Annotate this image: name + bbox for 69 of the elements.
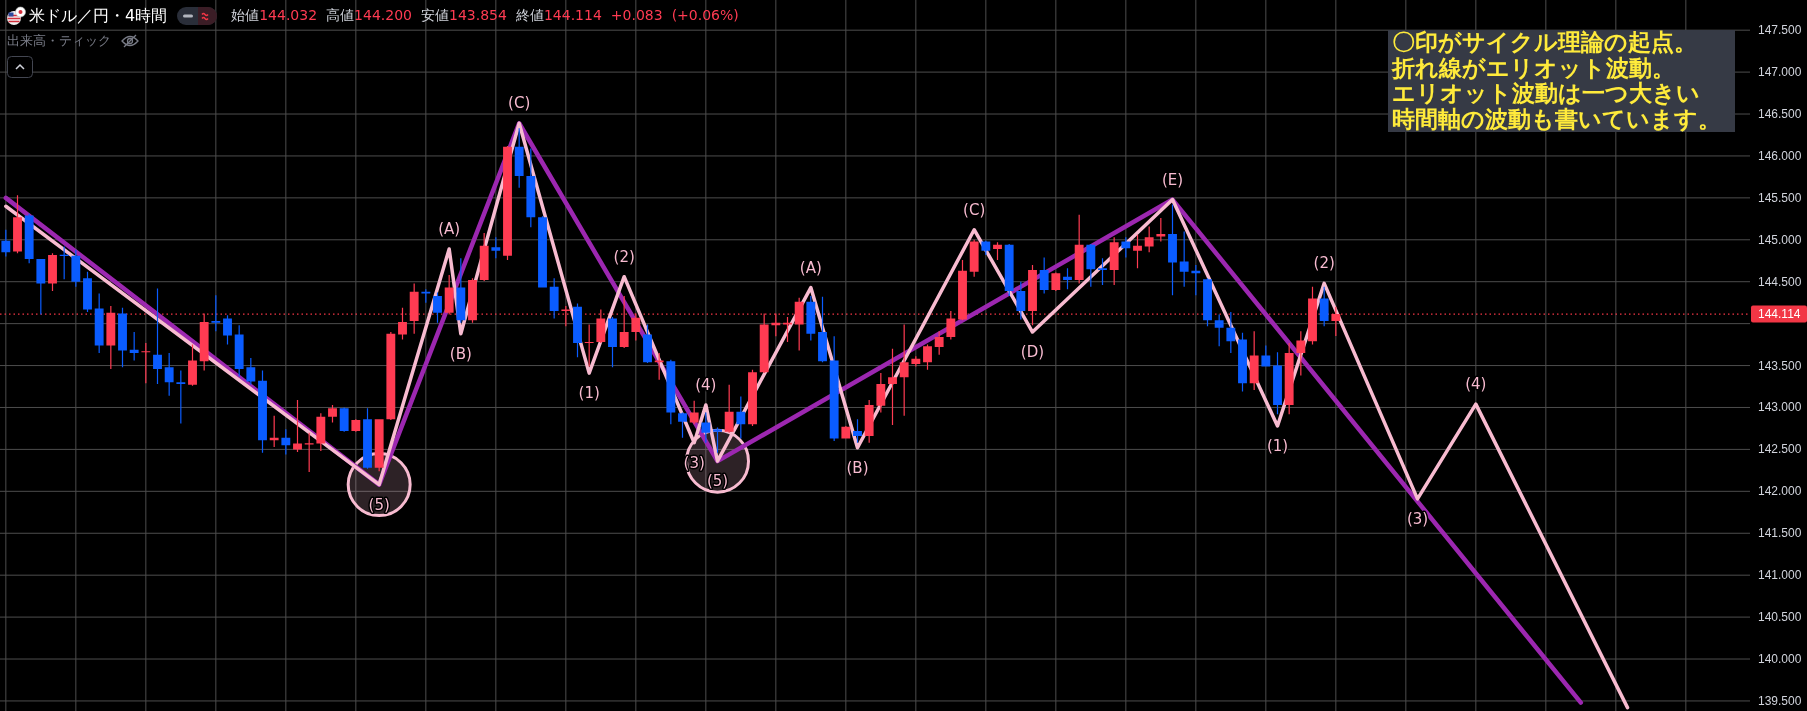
annotation: (2) (1313, 254, 1335, 273)
annotation: (D) (1020, 343, 1045, 362)
candlestick (351, 419, 361, 432)
candlestick (1051, 272, 1061, 291)
annotation: 〇印がサイクル理論の起点。折れ線がエリオット波動。エリオット波動は一つ大きい時間軸の波動も書いています。 (1388, 29, 1735, 132)
y-tick-label: 143.500 (1758, 358, 1802, 373)
annotation: 出来高・ティック (7, 32, 111, 50)
chart-title: 米ドル／円・4時間 (29, 5, 168, 27)
candlestick (981, 240, 991, 255)
candlestick (969, 239, 979, 277)
candlestick (24, 213, 34, 264)
candlestick (398, 307, 407, 340)
annotation: (B) (846, 458, 869, 477)
candlestick (1214, 314, 1224, 347)
candlestick (211, 295, 221, 332)
annotation: (1) (1266, 436, 1289, 455)
candlestick (666, 359, 676, 425)
candlestick (1098, 258, 1107, 286)
candlestick (491, 237, 501, 259)
y-tick-label: 146.000 (1758, 148, 1802, 163)
candlestick (1308, 286, 1317, 345)
text: 始値144.032 高値144.200 安値143.854 終値144.114 +0.083 (+0.06%) (231, 7, 739, 23)
candlestick (316, 413, 326, 452)
candlestick (1121, 237, 1131, 258)
annotation: (5) (706, 472, 729, 491)
y-tick-label: 139.500 (1758, 693, 1802, 708)
y-tick-label: 142.500 (1758, 442, 1802, 457)
candlestick (538, 216, 547, 288)
y-tick-label: 147.500 (1758, 23, 1802, 38)
annotation: (C) (963, 200, 986, 219)
annotation: (E) (1161, 170, 1184, 189)
candlestick (561, 306, 571, 327)
candlestick (1109, 237, 1119, 286)
candlestick (433, 292, 442, 323)
y-tick-label: 145.500 (1758, 190, 1802, 205)
y-tick-label: 141.500 (1758, 526, 1802, 541)
candlestick (363, 408, 372, 469)
candlestick (1296, 331, 1306, 376)
annotation: (A) (438, 220, 461, 239)
candlestick (13, 195, 22, 254)
candlestick (1144, 226, 1154, 253)
annotation: (B) (449, 344, 472, 363)
y-tick-label: 147.000 (1758, 65, 1802, 80)
annotation: (A) (799, 258, 822, 277)
candlestick (304, 432, 314, 473)
annotation: (2) (613, 247, 635, 266)
annotation: (4) (695, 375, 717, 394)
y-tick-label: 145.000 (1758, 232, 1802, 247)
y-tick-label: 143.000 (1758, 400, 1802, 415)
y-tick-label: 146.500 (1758, 107, 1802, 122)
y-tick-label: 141.000 (1758, 568, 1802, 583)
candlestick (678, 412, 687, 438)
annotation: (5) (368, 495, 390, 514)
y-tick-label: 140.500 (1758, 610, 1802, 625)
candlestick (713, 427, 722, 453)
y-tick-label: 140.000 (1758, 652, 1802, 667)
y-tick-label: 142.000 (1758, 484, 1802, 499)
ref-line-label: 144.114 (1758, 307, 1801, 322)
candlestick (328, 404, 337, 423)
annotation: (4) (1465, 375, 1487, 394)
candlestick (339, 407, 349, 432)
annotation: (1) (578, 384, 600, 403)
candlestick (1319, 286, 1329, 327)
y-tick-label: 144.500 (1758, 274, 1802, 289)
candlestick (374, 419, 384, 472)
candlestick (876, 373, 886, 413)
candlestick (841, 425, 851, 439)
annotation: (C) (508, 94, 531, 113)
annotation: (3) (1406, 509, 1429, 528)
